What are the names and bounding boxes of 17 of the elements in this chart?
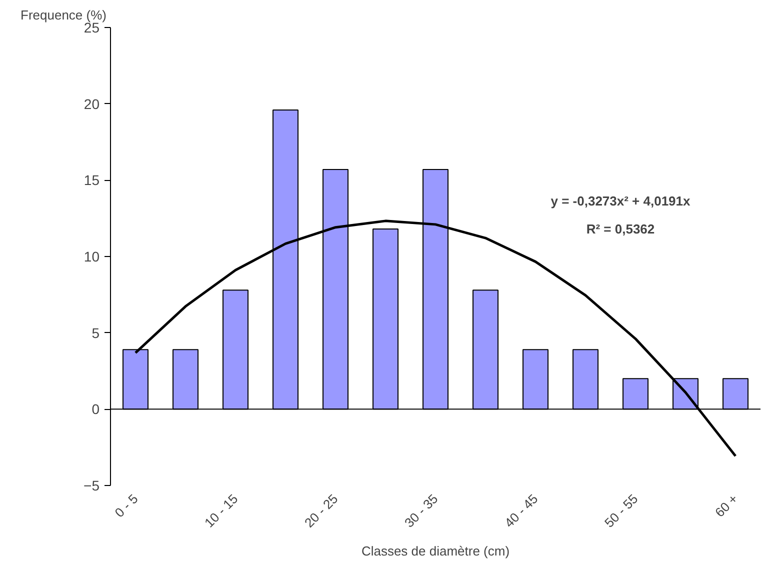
x-tick-label: 10 - 15 [202, 491, 241, 530]
x-tick-label: 50 - 55 [602, 491, 641, 530]
y-tick-label: 5 [92, 324, 100, 341]
x-tick-label: 60 + [712, 491, 741, 520]
y-tick-label: −5 [84, 478, 100, 494]
y-tick-label: 10 [84, 248, 100, 264]
y-tick-label: 20 [84, 96, 100, 112]
x-tick-label: 30 - 35 [402, 491, 441, 530]
x-tick-label: 0 - 5 [112, 491, 141, 520]
y-axis-title: Frequence (%) [20, 8, 106, 22]
x-tick-label: 20 - 25 [302, 491, 341, 530]
annotation: y = -0,3273x² + 4,0191x [550, 194, 692, 208]
x-axis-title: Classes de diamètre (cm) [361, 544, 510, 559]
x-tick-label: 40 - 45 [502, 491, 541, 530]
annotation: R² = 0,5362 [586, 222, 655, 236]
y-tick-label: 15 [84, 172, 100, 188]
y-tick-label: 0 [92, 401, 100, 418]
